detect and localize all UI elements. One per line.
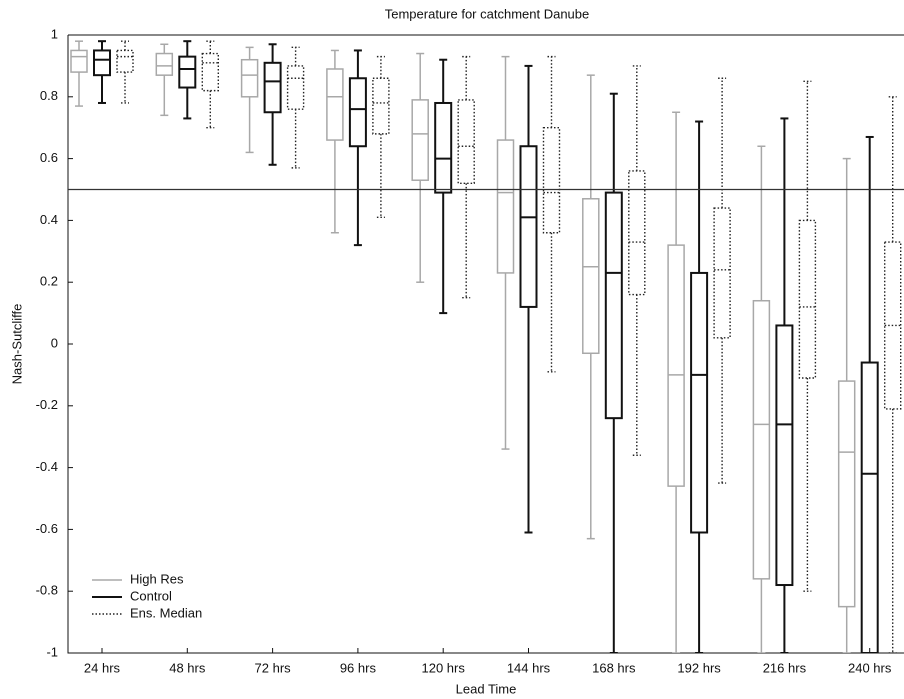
box — [713, 207, 731, 339]
y-tick-label: -0.2 — [36, 397, 58, 412]
box — [348, 77, 367, 148]
x-tick-label: 216 hrs — [763, 660, 807, 675]
chart-title: Temperature for catchment Danube — [385, 6, 590, 21]
legend-label: Ens. Median — [130, 605, 202, 620]
box — [155, 52, 174, 76]
box — [457, 99, 475, 185]
plot-area — [70, 40, 902, 653]
x-tick-label: 48 hrs — [169, 660, 206, 675]
box — [201, 52, 220, 92]
y-tick-label: 0.6 — [40, 150, 58, 165]
box — [884, 241, 902, 410]
legend: High Res Control Ens. Median — [92, 571, 202, 620]
legend-label: High Res — [130, 571, 184, 586]
box — [116, 49, 134, 73]
box — [690, 271, 709, 534]
box — [286, 65, 305, 110]
box — [752, 299, 771, 580]
box — [519, 145, 538, 308]
x-tick-label: 240 hrs — [848, 660, 892, 675]
box — [263, 61, 282, 114]
y-tick-label: 0.8 — [40, 88, 58, 103]
box — [434, 101, 453, 194]
x-tick-label: 192 hrs — [677, 660, 721, 675]
x-axis-label: Lead Time — [456, 681, 517, 696]
box — [604, 191, 623, 420]
box — [93, 49, 111, 77]
box — [326, 68, 344, 141]
y-tick-label: 0 — [51, 335, 58, 350]
axes-frame — [67, 34, 904, 654]
box — [860, 361, 879, 653]
box — [542, 126, 561, 234]
box — [582, 198, 600, 355]
x-tick-label: 72 hrs — [255, 660, 292, 675]
box — [178, 55, 197, 89]
box — [372, 77, 390, 135]
y-tick-label: -0.6 — [36, 521, 58, 536]
y-tick-label: 1 — [51, 26, 58, 41]
box — [837, 380, 856, 608]
x-tick-label: 24 hrs — [84, 660, 121, 675]
box — [798, 219, 817, 379]
box — [70, 49, 88, 73]
y-tick-label: 0.2 — [40, 274, 58, 289]
y-tick-label: 0.4 — [40, 212, 58, 227]
x-tick-label: 168 hrs — [592, 660, 636, 675]
box — [496, 139, 515, 274]
box — [667, 244, 685, 487]
y-tick-label: -0.4 — [36, 459, 58, 474]
box — [775, 324, 794, 587]
x-tick-label: 144 hrs — [507, 660, 551, 675]
box — [240, 58, 259, 98]
y-tick-label: -1 — [46, 644, 58, 659]
y-tick-label: -0.8 — [36, 583, 58, 598]
x-tick-label: 96 hrs — [340, 660, 377, 675]
legend-label: Control — [130, 588, 172, 603]
x-tick-label: 120 hrs — [422, 660, 466, 675]
box — [411, 99, 429, 181]
y-axis-label: Nash-Sutcliffe — [9, 304, 24, 385]
box — [628, 170, 646, 296]
